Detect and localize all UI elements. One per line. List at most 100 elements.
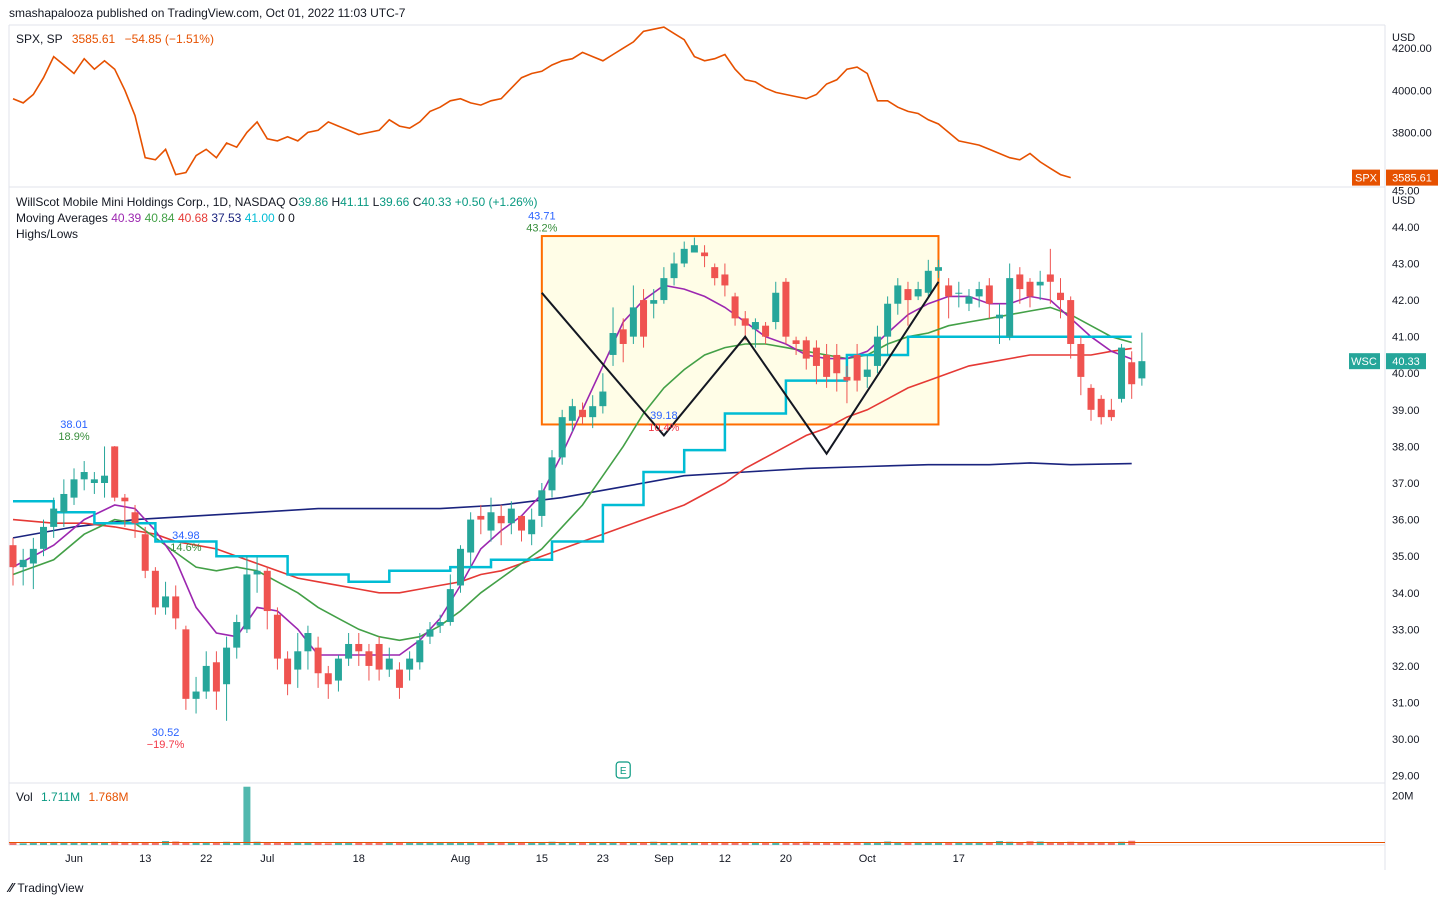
- volume-bar: [772, 842, 780, 845]
- price-axis-tick: 39.00: [1392, 405, 1420, 417]
- price-axis-tick: 30.00: [1392, 734, 1420, 746]
- candle-body: [101, 475, 109, 483]
- spx-line: [12, 26, 1071, 179]
- volume-bar: [884, 841, 892, 845]
- candle-body: [528, 519, 536, 535]
- candle-body: [1057, 292, 1065, 301]
- volume-bar: [426, 842, 434, 845]
- spx-axis-tick: 3800.00: [1392, 127, 1432, 139]
- candle-body: [670, 263, 678, 279]
- volume-bar: [395, 842, 403, 845]
- ohlc-high: 41.11: [340, 195, 370, 209]
- candle-body: [518, 515, 525, 531]
- price-legend-title[interactable]: WillScot Mobile Mini Holdings Corp., 1D,…: [16, 195, 537, 209]
- ma-value-5: 41.00: [244, 211, 275, 225]
- candle-body: [497, 515, 505, 524]
- volume-bar: [324, 843, 332, 845]
- candle-body: [914, 289, 922, 297]
- volume-bar: [131, 842, 139, 845]
- candle-body: [762, 325, 770, 337]
- candle-body: [985, 285, 993, 304]
- volume-bar: [9, 843, 17, 845]
- volume-bar: [975, 842, 983, 845]
- price-axis-tick: 33.00: [1392, 624, 1420, 636]
- candle-body: [934, 267, 942, 271]
- candle-body: [873, 336, 881, 366]
- candle-body: [660, 278, 668, 301]
- volume-bar: [253, 841, 261, 845]
- volume-bar: [650, 841, 658, 845]
- candle-body: [406, 658, 414, 670]
- candle-body: [863, 369, 871, 377]
- volume-bar: [731, 842, 739, 845]
- candle-body: [640, 300, 648, 337]
- candle-body: [162, 596, 170, 608]
- volume-legend[interactable]: Vol 1.711M 1.768M: [16, 790, 129, 804]
- candle-body: [945, 285, 953, 297]
- tradingview-brand: TradingView: [17, 880, 84, 895]
- candle-body: [975, 289, 983, 297]
- candle-body: [812, 347, 820, 366]
- candle-body: [558, 417, 566, 458]
- candle-body: [467, 519, 475, 553]
- highs-lows-label[interactable]: Highs/Lows: [16, 227, 79, 241]
- earnings-marker-label: E: [620, 766, 627, 777]
- candle-body: [9, 545, 17, 568]
- candle-body: [223, 647, 231, 685]
- volume-bar: [711, 842, 719, 845]
- candle-body: [589, 406, 597, 418]
- candle-body: [965, 296, 973, 304]
- x-axis-label: 12: [719, 853, 731, 865]
- candle-body: [1006, 278, 1014, 337]
- price-axis-tick: 36.00: [1392, 515, 1420, 527]
- volume-bar: [80, 842, 88, 845]
- candle-body: [141, 534, 149, 571]
- candle-body: [121, 497, 129, 502]
- hilo-label-1: 18.9%: [58, 431, 89, 443]
- volume-bar: [477, 842, 485, 845]
- volume-bar: [833, 842, 841, 845]
- candle-body: [823, 354, 831, 377]
- spx-legend[interactable]: SPX, SP 3585.61 −54.85 (−1.51%): [16, 32, 214, 46]
- tradingview-logo[interactable]: ⁄⁄ TradingView: [9, 880, 83, 895]
- volume-bar: [568, 842, 576, 845]
- candle-body: [924, 270, 932, 293]
- volume-label: Vol: [16, 790, 33, 804]
- volume-bar: [934, 842, 942, 845]
- ma-value-7: 0: [288, 211, 295, 225]
- tradingview-icon: ⁄⁄: [9, 880, 14, 895]
- volume-bar: [304, 842, 312, 845]
- volume-bar: [385, 843, 393, 845]
- publisher-header: smashapalooza published on TradingView.c…: [9, 6, 406, 20]
- candle-body: [436, 622, 444, 626]
- hilo-label-9: 10.4%: [648, 422, 679, 434]
- candle-body: [1128, 362, 1136, 385]
- candle-body: [772, 292, 780, 323]
- volume-bar: [721, 842, 729, 845]
- volume-bar: [945, 842, 953, 845]
- volume-bar: [375, 842, 383, 845]
- spx-tag-name-bg: [1352, 169, 1380, 186]
- volume-bar: [843, 842, 851, 845]
- candle-body: [151, 570, 159, 608]
- hilo-label-6: 43.71: [528, 211, 556, 223]
- volume-bar: [314, 843, 322, 845]
- volume-bar: [40, 842, 48, 845]
- x-axis-label: 13: [139, 853, 151, 865]
- candle-body: [324, 673, 332, 685]
- x-axis-label: Sep: [654, 853, 674, 865]
- volume-bar: [701, 842, 709, 845]
- x-axis-label: 18: [353, 853, 365, 865]
- candle-body: [1097, 398, 1105, 418]
- price-axis-tick: 44.00: [1392, 222, 1420, 234]
- earnings-marker: [615, 761, 631, 779]
- price-axis-tick: 37.00: [1392, 478, 1420, 490]
- volume-bar: [609, 842, 617, 845]
- volume-bar: [802, 841, 810, 845]
- volume-axis-tick: 20M: [1392, 790, 1413, 802]
- ohlc-change: +0.50 (+1.26%): [454, 195, 538, 209]
- ma-legend[interactable]: Moving Averages 40.39 40.84 40.68 37.53 …: [16, 211, 295, 225]
- volume-bar: [792, 842, 800, 845]
- volume-bar: [50, 842, 58, 845]
